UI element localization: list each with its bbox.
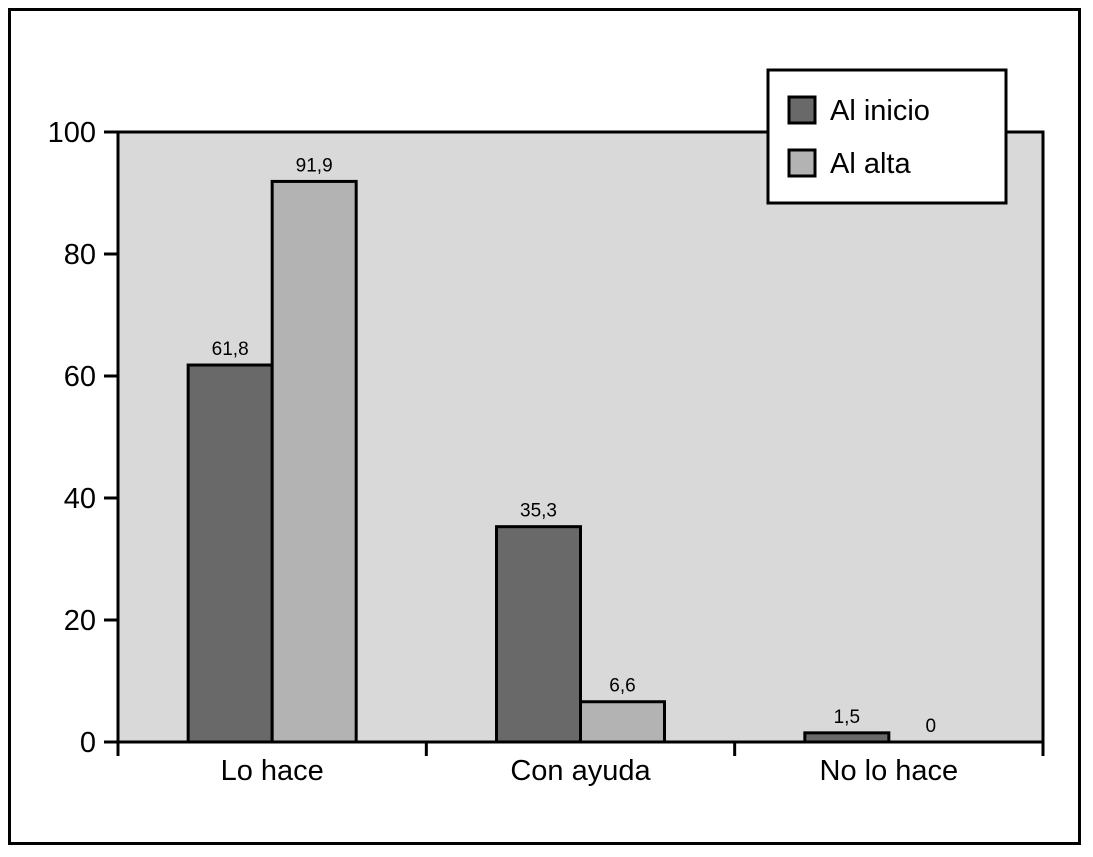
bar-con-ayuda-al-alta [579,700,666,744]
data-label: 0 [926,716,937,737]
y-tick-label: 80 [64,239,96,271]
legend-swatch [787,95,817,125]
legend: Al inicio Al alta [766,68,1008,205]
y-tick-label: 60 [64,361,96,393]
data-label: 35,3 [520,501,557,522]
bar-lo-hace-al-alta [270,179,358,744]
y-tick-label: 40 [64,483,96,515]
bar-con-ayuda-al-inicio [495,525,582,744]
data-label: 91,9 [296,155,333,176]
data-label: 6,6 [609,676,635,697]
legend-swatch [787,148,817,178]
data-label: 61,8 [212,339,249,360]
y-tick-label: 0 [80,727,96,759]
data-label: 1,5 [834,707,860,728]
x-tick-label: Con ayuda [510,755,651,787]
y-tick-label: 100 [48,117,96,149]
legend-label: Al alta [830,148,911,180]
y-tick-label: 20 [64,605,96,637]
x-tick-label: Lo hace [221,755,324,787]
bar-lo-hace-al-inicio [186,363,274,744]
x-tick-label: No lo hace [820,755,959,787]
legend-box [766,68,1008,205]
legend-label: Al inicio [830,95,930,127]
